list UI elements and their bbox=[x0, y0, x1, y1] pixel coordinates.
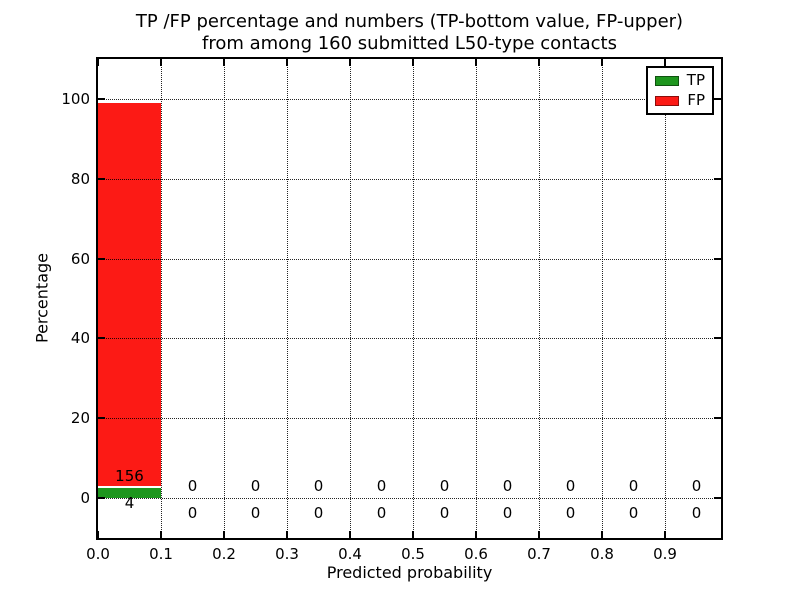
legend-entry-tp: TP bbox=[655, 71, 705, 89]
fp-count-label: 0 bbox=[187, 476, 198, 495]
tp-color-swatch bbox=[655, 75, 679, 86]
fp-count-label: 156 bbox=[115, 466, 144, 485]
y-tick-label: 60 bbox=[70, 249, 90, 268]
y-tick-label: 0 bbox=[80, 489, 90, 508]
fp-bar-segment bbox=[98, 102, 161, 487]
y-gridline bbox=[98, 258, 721, 260]
x-tick-label: 0.7 bbox=[527, 545, 551, 563]
fp-count-label: 0 bbox=[250, 476, 261, 495]
y-tick-right bbox=[714, 257, 721, 260]
x-axis-label: Predicted probability bbox=[326, 563, 493, 582]
x-tick-top bbox=[475, 59, 477, 66]
x-tick-top bbox=[538, 59, 540, 66]
x-tick-bottom bbox=[97, 531, 99, 538]
tp-count-label: 0 bbox=[691, 503, 702, 522]
fp-count-label: 0 bbox=[376, 476, 387, 495]
x-tick-label: 0.5 bbox=[401, 545, 425, 563]
tp-count-label: 0 bbox=[250, 503, 261, 522]
x-tick-label: 0.1 bbox=[149, 545, 173, 563]
y-tick-label: 40 bbox=[70, 329, 90, 348]
x-tick-label: 0.4 bbox=[338, 545, 362, 563]
tp-count-label: 0 bbox=[376, 503, 387, 522]
x-gridline bbox=[161, 59, 162, 538]
x-tick-top bbox=[286, 59, 288, 66]
y-tick-right bbox=[714, 97, 721, 100]
y-tick-label: 80 bbox=[70, 169, 90, 188]
x-tick-bottom bbox=[664, 531, 666, 538]
x-tick-label: 0.3 bbox=[275, 545, 299, 563]
x-tick-bottom bbox=[286, 531, 288, 538]
y-tick-label: 20 bbox=[70, 409, 90, 428]
tp-count-label: 0 bbox=[628, 503, 639, 522]
legend-entry-fp: FP bbox=[655, 91, 705, 109]
x-tick-top bbox=[160, 59, 162, 66]
y-gridline bbox=[98, 178, 721, 180]
y-gridline bbox=[98, 338, 721, 340]
tp-bar-segment bbox=[98, 488, 161, 499]
plot-area: 156 4 0 0 0 0 0 0 0 0 0 0 0 0 0 0 0 0 0 0 bbox=[97, 59, 721, 538]
x-tick-top bbox=[223, 59, 225, 66]
x-gridline bbox=[602, 59, 603, 538]
x-gridline bbox=[539, 59, 540, 538]
x-gridline bbox=[476, 59, 477, 538]
fp-color-swatch bbox=[655, 95, 680, 106]
y-gridline bbox=[98, 98, 721, 100]
chart-title-line2: from among 160 submitted L50-type contac… bbox=[201, 33, 617, 54]
tp-count-label: 0 bbox=[565, 503, 576, 522]
fp-count-label: 0 bbox=[502, 476, 513, 495]
y-gridline bbox=[98, 418, 721, 420]
x-tick-label: 0.6 bbox=[464, 545, 488, 563]
x-tick-label: 0.9 bbox=[653, 545, 677, 563]
x-gridline bbox=[413, 59, 414, 538]
x-gridline bbox=[350, 59, 351, 538]
fp-count-label: 0 bbox=[628, 476, 639, 495]
y-gridline bbox=[98, 498, 721, 500]
tp-count-label: 0 bbox=[502, 503, 513, 522]
x-tick-bottom bbox=[601, 531, 603, 538]
x-tick-label: 0.0 bbox=[86, 545, 110, 563]
x-tick-top bbox=[601, 59, 603, 66]
y-tick-right bbox=[714, 177, 721, 180]
x-tick-bottom bbox=[475, 531, 477, 538]
tp-count-label: 0 bbox=[313, 503, 324, 522]
x-tick-bottom bbox=[349, 531, 351, 538]
tp-count-label: 4 bbox=[124, 493, 135, 512]
x-tick-top bbox=[349, 59, 351, 66]
y-tick-left bbox=[98, 337, 105, 340]
x-gridline bbox=[665, 59, 666, 538]
tp-count-label: 0 bbox=[187, 503, 198, 522]
x-tick-label: 0.2 bbox=[212, 545, 236, 563]
legend-label-tp: TP bbox=[686, 71, 705, 89]
y-tick-right bbox=[714, 497, 721, 500]
y-tick-label: 100 bbox=[61, 89, 90, 108]
x-tick-bottom bbox=[538, 531, 540, 538]
y-tick-left bbox=[98, 497, 105, 500]
y-tick-left bbox=[98, 97, 105, 100]
x-tick-label: 0.8 bbox=[590, 545, 614, 563]
x-tick-bottom bbox=[160, 531, 162, 538]
tp-count-label: 0 bbox=[439, 503, 450, 522]
chart-title-line1: TP /FP percentage and numbers (TP-bottom… bbox=[135, 11, 684, 32]
x-tick-top bbox=[97, 59, 99, 66]
fp-count-label: 0 bbox=[691, 476, 702, 495]
x-tick-bottom bbox=[223, 531, 225, 538]
x-gridline bbox=[224, 59, 225, 538]
fp-count-label: 0 bbox=[565, 476, 576, 495]
fp-count-label: 0 bbox=[313, 476, 324, 495]
legend-box: TP FP bbox=[646, 66, 714, 115]
y-tick-left bbox=[98, 257, 105, 260]
y-tick-left bbox=[98, 417, 105, 420]
y-tick-right bbox=[714, 417, 721, 420]
fp-count-label: 0 bbox=[439, 476, 450, 495]
x-tick-bottom bbox=[412, 531, 414, 538]
y-tick-right bbox=[714, 337, 721, 340]
y-tick-left bbox=[98, 177, 105, 180]
x-gridline bbox=[287, 59, 288, 538]
legend-label-fp: FP bbox=[687, 91, 705, 109]
x-tick-top bbox=[412, 59, 414, 66]
x-tick-top bbox=[664, 59, 666, 66]
